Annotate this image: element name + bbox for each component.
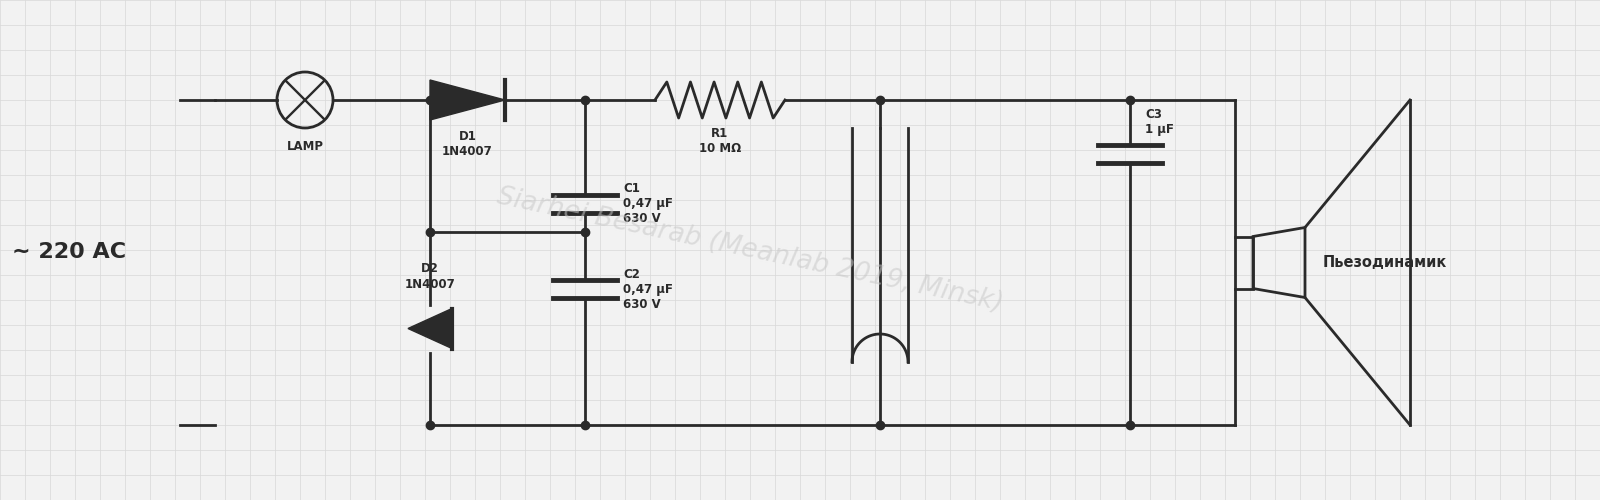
Text: ~ 220 AC: ~ 220 AC	[13, 242, 126, 262]
Bar	[1235, 236, 1253, 288]
Polygon shape	[408, 308, 451, 348]
Text: Siarhei Besarab (Meanlab 2019, Minsk): Siarhei Besarab (Meanlab 2019, Minsk)	[494, 184, 1005, 316]
Text: LAMP: LAMP	[286, 140, 323, 153]
Text: R1
10 MΩ: R1 10 MΩ	[699, 127, 741, 155]
Text: D1
1N4007: D1 1N4007	[442, 130, 493, 158]
Text: C3
1 μF: C3 1 μF	[1146, 108, 1174, 136]
Text: D2
1N4007: D2 1N4007	[405, 262, 456, 290]
Polygon shape	[430, 80, 506, 120]
Text: C1
0,47 μF
630 V: C1 0,47 μF 630 V	[622, 182, 674, 226]
Text: Пьезодинамик: Пьезодинамик	[1323, 255, 1448, 270]
Text: C2
0,47 μF
630 V: C2 0,47 μF 630 V	[622, 268, 674, 310]
